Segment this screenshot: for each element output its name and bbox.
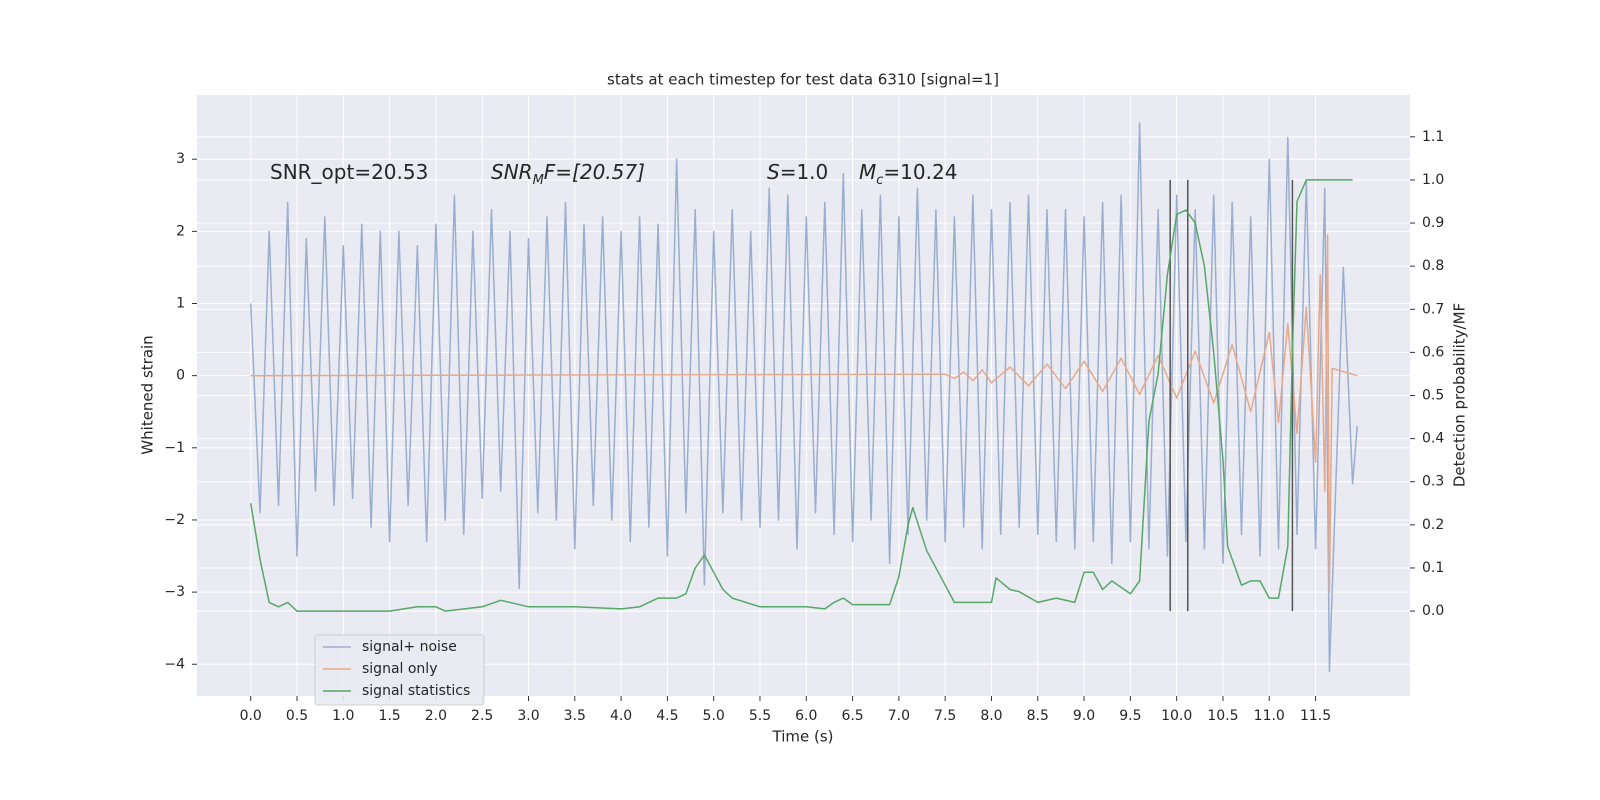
- y-tick-label: 0: [176, 368, 185, 384]
- x-tick-label: 6.5: [841, 708, 863, 724]
- x-tick-label: 11.5: [1300, 708, 1331, 724]
- y2-tick-label: 0.8: [1422, 258, 1444, 274]
- legend-label: signal+ noise: [362, 639, 457, 655]
- y-tick-label: 2: [176, 223, 185, 239]
- x-tick-label: 5.5: [749, 708, 771, 724]
- annotation-text: F=[20.57]: [544, 160, 645, 184]
- x-tick-label: 8.0: [980, 708, 1002, 724]
- x-tick-label: 3.5: [564, 708, 586, 724]
- chart-title: stats at each timestep for test data 631…: [607, 71, 999, 89]
- annotation-subscript: c: [876, 173, 883, 188]
- y2-tick-label: 0.4: [1422, 431, 1444, 447]
- x-tick-label: 9.0: [1073, 708, 1095, 724]
- y2-tick-label: 0.3: [1422, 474, 1444, 490]
- y2-tick-label: 1.1: [1422, 129, 1444, 145]
- y2-tick-label: 0.6: [1422, 344, 1444, 360]
- annotation-text: SNR_opt=20.53: [270, 160, 428, 184]
- legend: signal+ noise signal only signal statistic…: [314, 634, 485, 706]
- series-line: [249, 179, 1353, 612]
- annotation-text: M: [859, 160, 876, 184]
- x-tick-label: 3.0: [517, 708, 539, 724]
- x-axis-label: Time (s): [772, 728, 834, 746]
- y-tick-label: 1: [176, 296, 185, 312]
- x-tick-label: 10.5: [1207, 708, 1238, 724]
- annotation-text: =10.24: [883, 160, 957, 184]
- annotation: S=1.0: [767, 160, 828, 184]
- annotation-subscript: M: [533, 173, 544, 188]
- y2-axis-label: Detection probability/MF: [1451, 303, 1469, 487]
- annotation-text: S: [767, 160, 780, 184]
- x-tick-label: 6.0: [795, 708, 817, 724]
- series-line: [250, 234, 1358, 593]
- y-axis-label: Whitened strain: [139, 335, 157, 454]
- series-line: [249, 122, 1358, 673]
- y-tick-label: −2: [164, 512, 185, 528]
- annotation: Mc=10.24: [859, 160, 957, 189]
- y2-tick-label: 0.9: [1422, 215, 1444, 231]
- y2-tick-label: 0.5: [1422, 388, 1444, 404]
- x-tick-label: 4.0: [610, 708, 632, 724]
- x-tick-label: 2.5: [471, 708, 493, 724]
- x-tick-label: 9.5: [1119, 708, 1141, 724]
- y2-tick-label: 0.1: [1422, 560, 1444, 576]
- legend-label: signal only: [362, 661, 437, 677]
- y-tick-label: −4: [164, 656, 185, 672]
- annotation: SNRMF=[20.57]: [491, 160, 645, 189]
- y2-tick-label: 1.0: [1422, 172, 1444, 188]
- y-tick-label: 3: [176, 151, 185, 167]
- x-tick-label: 8.5: [1027, 708, 1049, 724]
- y-tick-label: −1: [164, 440, 185, 456]
- annotation: SNR_opt=20.53: [270, 160, 428, 184]
- x-tick-label: 0.0: [240, 708, 262, 724]
- y2-tick-label: 0.7: [1422, 301, 1444, 317]
- y2-tick-label: 0.2: [1422, 517, 1444, 533]
- x-tick-label: 1.0: [332, 708, 354, 724]
- legend-box: [314, 634, 485, 706]
- x-tick-label: 5.0: [703, 708, 725, 724]
- x-tick-label: 1.5: [378, 708, 400, 724]
- annotation-text: =1.0: [780, 160, 829, 184]
- x-tick-label: 2.0: [425, 708, 447, 724]
- y-tick-label: −3: [164, 584, 185, 600]
- x-tick-label: 10.0: [1161, 708, 1192, 724]
- x-tick-label: 11.0: [1254, 708, 1285, 724]
- x-tick-label: 4.5: [656, 708, 678, 724]
- x-tick-label: 7.0: [888, 708, 910, 724]
- x-tick-label: 0.5: [286, 708, 308, 724]
- legend-label: signal statistics: [362, 683, 470, 699]
- y2-tick-label: 0.0: [1422, 603, 1444, 619]
- annotation-text: SNR: [491, 160, 533, 184]
- x-tick-label: 7.5: [934, 708, 956, 724]
